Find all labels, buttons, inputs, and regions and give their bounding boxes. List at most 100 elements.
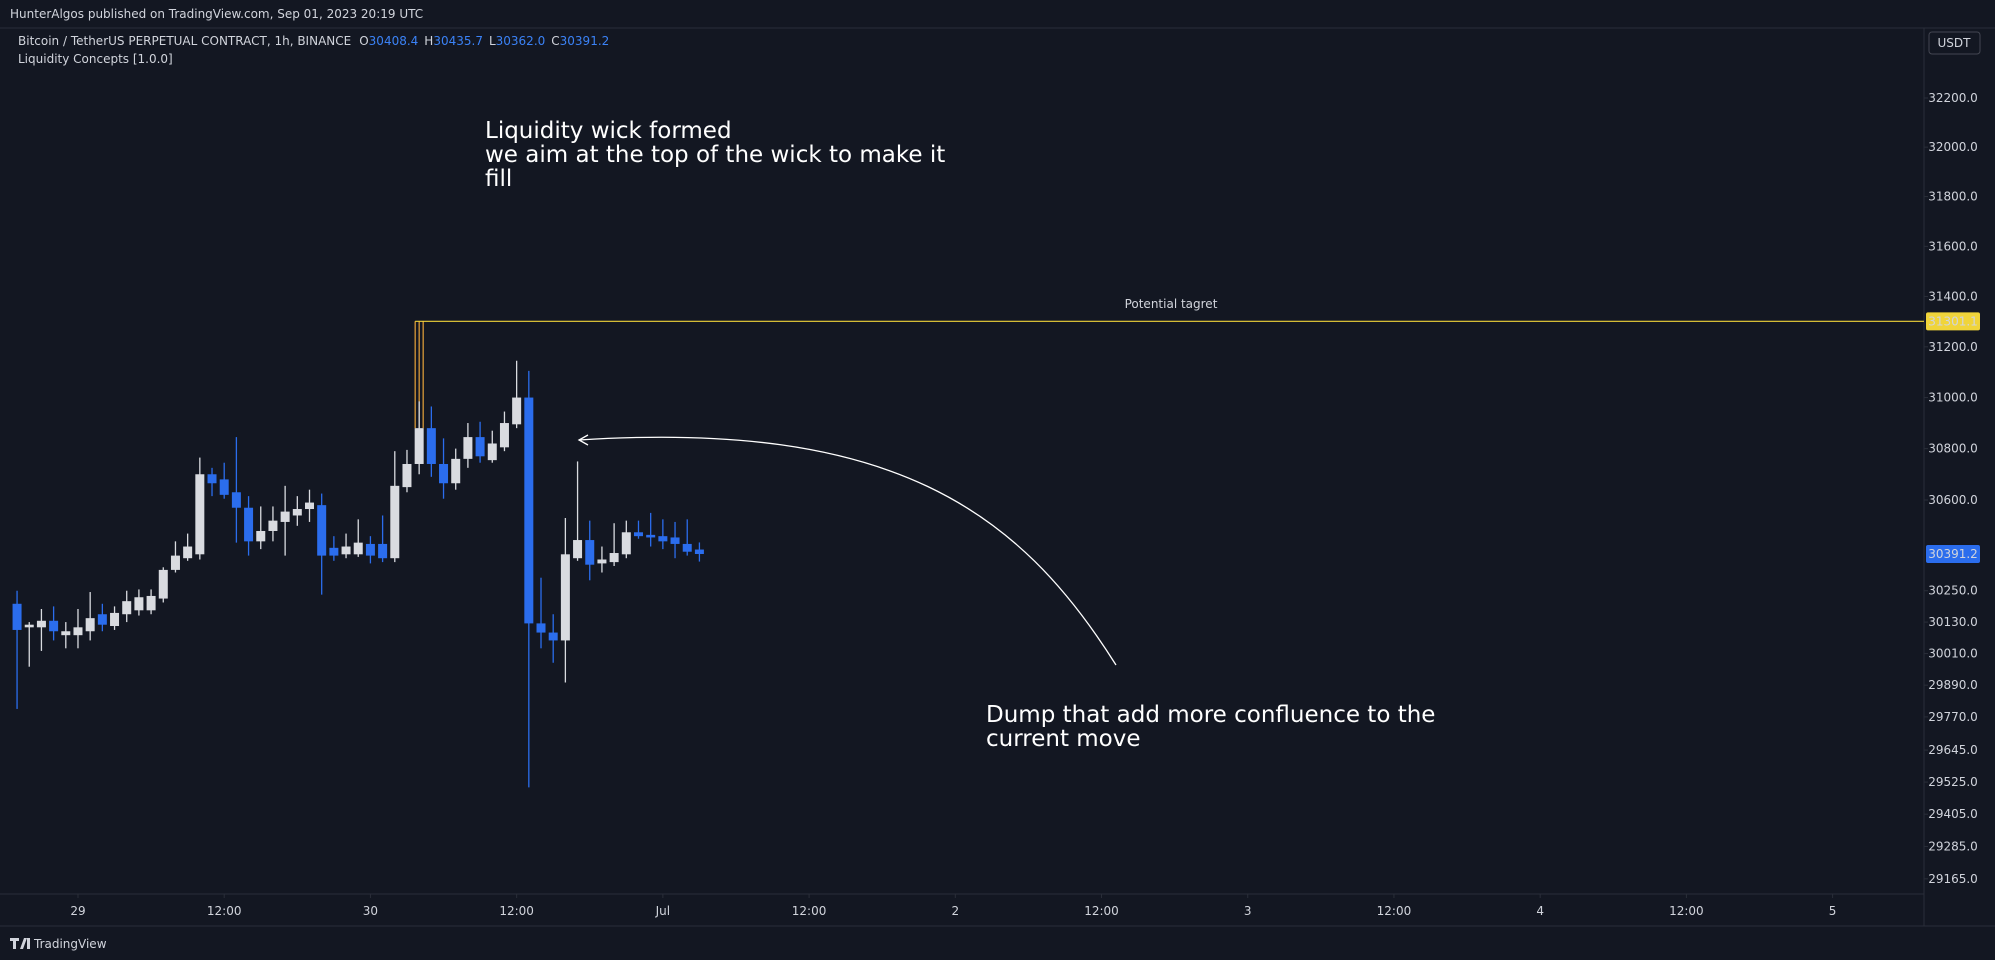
- candle-body: [170, 555, 180, 570]
- candle-body: [390, 485, 400, 559]
- ohlc-letter: C: [551, 34, 559, 48]
- y-tick-label: 29165.0: [1928, 872, 1978, 886]
- candle-body: [219, 479, 229, 495]
- x-tick-label: 29: [70, 904, 85, 918]
- y-tick-label: 32200.0: [1928, 91, 1978, 105]
- x-tick-label: 12:00: [1084, 904, 1119, 918]
- y-tick-label: 29890.0: [1928, 678, 1978, 692]
- x-tick-label: Jul: [655, 904, 670, 918]
- candle-body: [195, 474, 205, 555]
- candle-body: [658, 536, 668, 542]
- ohlc-value: 30362.0: [496, 34, 546, 48]
- candle-body: [524, 397, 534, 624]
- last-price-label: 30391.2: [1928, 547, 1978, 561]
- candle-body: [183, 546, 193, 559]
- y-tick-label: 31200.0: [1928, 340, 1978, 354]
- candle-body: [499, 423, 509, 448]
- candle-body: [475, 437, 485, 457]
- candle-body: [304, 502, 314, 510]
- candle-body: [560, 554, 570, 641]
- candle-body: [85, 618, 95, 632]
- publisher: HunterAlgos published on TradingView.com…: [10, 7, 423, 21]
- top-bar: [0, 0, 1995, 28]
- candle-body: [268, 520, 278, 531]
- candle-body: [402, 463, 412, 488]
- ohlc-letter: L: [489, 34, 496, 48]
- candle-body: [512, 397, 522, 425]
- y-tick-label: 31800.0: [1928, 190, 1978, 204]
- y-tick-label: 30250.0: [1928, 584, 1978, 598]
- symbol-legend: Bitcoin / TetherUS PERPETUAL CONTRACT, 1…: [18, 34, 609, 48]
- y-tick-label: 31000.0: [1928, 391, 1978, 405]
- y-tick-label: 29525.0: [1928, 775, 1978, 789]
- candle-body: [292, 509, 302, 516]
- candle-body: [694, 549, 704, 554]
- annotation: fill: [485, 166, 512, 192]
- target-label: Potential tagret: [1125, 297, 1218, 311]
- y-tick-label: 29285.0: [1928, 839, 1978, 853]
- candle-body: [487, 443, 497, 461]
- candle-body: [548, 632, 558, 641]
- candle-body: [244, 507, 254, 542]
- candle-body: [670, 537, 680, 544]
- x-tick-label: 12:00: [207, 904, 242, 918]
- candle-body: [439, 463, 449, 484]
- x-tick-label: 12:00: [499, 904, 534, 918]
- candle-body: [24, 624, 34, 628]
- y-tick-label: 30600.0: [1928, 493, 1978, 507]
- candle-body: [256, 530, 266, 542]
- symbol: Bitcoin / TetherUS PERPETUAL CONTRACT, 1…: [18, 34, 351, 48]
- currency[interactable]: USDT: [1938, 36, 1972, 50]
- candle-body: [353, 542, 363, 555]
- last-price-badge: [1926, 544, 1980, 563]
- candle-body: [633, 532, 643, 537]
- candle-body: [73, 627, 83, 636]
- candle-body: [365, 543, 375, 556]
- candle-body: [378, 543, 388, 559]
- candle-body: [49, 620, 59, 632]
- candle-body: [61, 631, 71, 636]
- y-tick-label: 31600.0: [1928, 239, 1978, 253]
- x-tick-label: 30: [363, 904, 378, 918]
- x-tick-label: 2: [951, 904, 959, 918]
- x-tick-label: 3: [1244, 904, 1252, 918]
- candle-body: [597, 559, 607, 564]
- x-tick-label: 4: [1536, 904, 1544, 918]
- candle-body: [536, 623, 546, 633]
- candle-body: [97, 614, 107, 625]
- annotation: current move: [986, 726, 1141, 752]
- candle-body: [451, 458, 461, 484]
- y-tick-label: 30010.0: [1928, 647, 1978, 661]
- ohlc-value: 30391.2: [560, 34, 610, 48]
- candle-body: [609, 553, 619, 563]
- y-tick-label: 29645.0: [1928, 743, 1978, 757]
- candle-body: [573, 540, 583, 559]
- footer-logo: [10, 938, 30, 949]
- candle-body: [231, 492, 241, 508]
- target-badge-label: 31301.1: [1928, 314, 1978, 328]
- candle-body: [682, 543, 692, 552]
- indicator: Liquidity Concepts [1.0.0]: [18, 52, 173, 66]
- candle-body: [329, 547, 339, 556]
- ohlc-letter: O: [359, 34, 368, 48]
- candle-body: [621, 532, 631, 555]
- candle-body: [646, 534, 656, 538]
- y-tick-label: 29770.0: [1928, 710, 1978, 724]
- candle-body: [207, 474, 217, 484]
- ohlc: O30408.4 H30435.7 L30362.0 C30391.2: [359, 34, 609, 48]
- candle-body: [317, 505, 327, 556]
- candle-body: [463, 437, 473, 459]
- y-tick-label: 30800.0: [1928, 442, 1978, 456]
- annotation: we aim at the top of the wick to make it: [485, 142, 945, 168]
- annotation: Liquidity wick formed: [485, 118, 732, 144]
- candle-body: [414, 428, 424, 464]
- candle-body: [110, 612, 120, 627]
- candle-body: [36, 620, 46, 628]
- x-tick-label: 5: [1829, 904, 1837, 918]
- y-tick-label: 32000.0: [1928, 140, 1978, 154]
- candle-body: [280, 511, 290, 522]
- currency-button[interactable]: [1928, 31, 1981, 55]
- candle-body: [426, 428, 436, 464]
